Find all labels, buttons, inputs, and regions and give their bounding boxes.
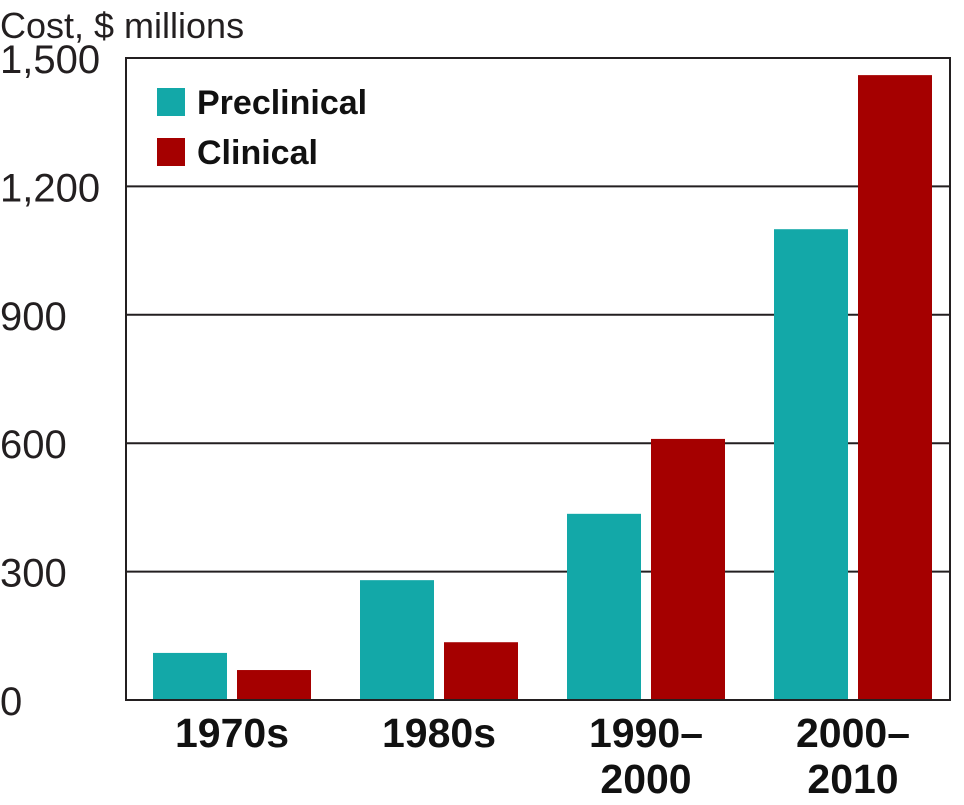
legend-label-preclinical: Preclinical <box>197 84 367 122</box>
plot-frame <box>125 57 951 701</box>
y-tick-label: 0 <box>0 680 22 724</box>
bar-preclinical-3 <box>774 229 848 700</box>
y-tick-label: 900 <box>0 295 67 339</box>
category-label: 1970s <box>175 710 289 756</box>
bar-clinical-0 <box>237 670 311 700</box>
legend-label-clinical: Clinical <box>197 134 318 172</box>
bar-clinical-2 <box>651 438 725 700</box>
bar-preclinical-2 <box>567 513 641 700</box>
legend-swatch-preclinical <box>157 88 185 116</box>
category-labels: 1970s 1980s 1990–2000 2000–2010 <box>175 710 910 802</box>
category-label: 1980s <box>382 710 496 756</box>
y-tick-label: 1,200 <box>0 166 100 210</box>
category-label: 2010 <box>807 756 898 802</box>
category-label: 2000– <box>796 710 910 756</box>
bar-preclinical-1 <box>360 580 434 700</box>
category-label: 2000 <box>600 756 691 802</box>
y-tick-label: 600 <box>0 423 67 467</box>
y-tick-label: 300 <box>0 552 67 596</box>
category-label: 1990– <box>589 710 703 756</box>
y-axis-label: Cost, $ millions <box>0 5 244 46</box>
bar-preclinical-0 <box>153 652 227 700</box>
y-tick-labels: 0 300 600 900 1,200 1,500 <box>0 38 100 724</box>
bars <box>153 75 932 701</box>
legend-swatch-clinical <box>157 138 185 166</box>
y-tick-label: 1,500 <box>0 38 100 82</box>
legend: Preclinical Clinical <box>157 84 367 172</box>
bar-clinical-3 <box>858 75 932 701</box>
bar-clinical-1 <box>444 642 518 700</box>
